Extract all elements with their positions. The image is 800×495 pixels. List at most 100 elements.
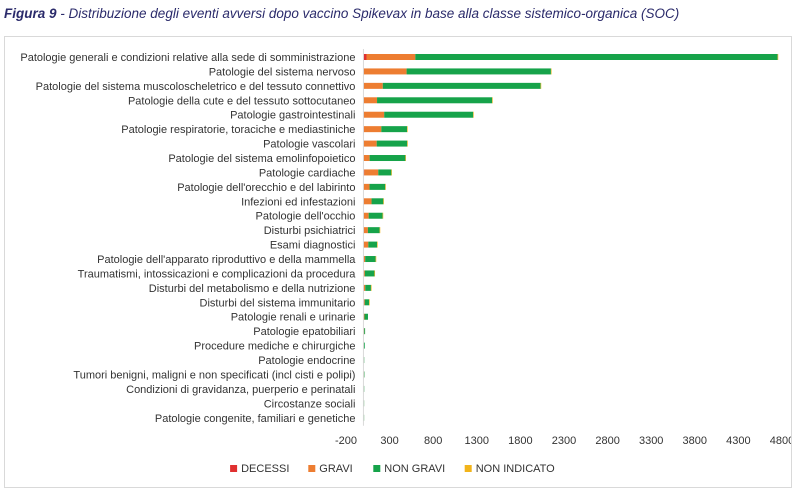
x-tick-label: 300 (380, 435, 398, 447)
figure-title: Figura 9 - Distribuzione degli eventi av… (4, 6, 679, 21)
legend-swatch (230, 465, 238, 472)
legend-swatch (464, 465, 472, 472)
category-label: Tumori benigni, maligni e non specificat… (73, 369, 355, 381)
bar-segment-non-gravi (365, 256, 376, 263)
legend-label: DECESSI (241, 463, 289, 475)
bar-segment-non-indicato (375, 256, 377, 263)
bar-segment-non-gravi (384, 111, 474, 118)
bar-segment-non-gravi (368, 241, 378, 248)
category-label: Disturbi psichiatrici (264, 225, 356, 237)
category-label: Patologie epatobiliari (253, 326, 355, 338)
figure-label: Figura 9 (4, 6, 57, 21)
bar-segment-non-indicato (540, 82, 542, 89)
bar-segment-gravi (363, 299, 365, 306)
x-tick-label: 3800 (683, 435, 707, 447)
bar-segment-gravi (364, 169, 379, 176)
category-label: Patologie del sistema emolinfopoietico (168, 153, 355, 165)
bar-segment-gravi (363, 155, 370, 162)
bar-segment-non-indicato (379, 227, 381, 234)
bar-segment-non-indicato (550, 68, 552, 75)
bar-segment-non-gravi (365, 284, 371, 291)
category-label: Procedure mediche e chirurgiche (194, 341, 355, 353)
legend-label: NON INDICATO (476, 463, 555, 475)
x-tick-label: 2300 (552, 435, 576, 447)
bar-segment-gravi (363, 82, 383, 89)
bar-segment-gravi (366, 54, 416, 60)
x-tick-label: 1300 (465, 435, 489, 447)
legend-swatch (308, 465, 316, 472)
bar-segment-non-gravi (367, 227, 380, 234)
bar-segment-gravi (363, 313, 365, 320)
chart-container: Patologie generali e condizioni relative… (4, 36, 792, 488)
legend-label: NON GRAVI (384, 463, 445, 475)
bar-segment-non-gravi (369, 183, 386, 190)
bar-segment-non-gravi (368, 212, 383, 219)
bar-segment-non-gravi (377, 97, 493, 104)
bar-segment-non-indicato (374, 270, 376, 277)
bar-segment-gravi (363, 198, 372, 205)
bar-segment-non-indicato (473, 111, 474, 118)
bar-segment-non-gravi (371, 198, 384, 205)
bar-segment-non-indicato (370, 284, 372, 291)
category-label: Patologie dell'orecchio e del labirinto (177, 182, 355, 194)
bar-segment-non-gravi (378, 169, 392, 176)
category-label: Patologie cardiache (259, 167, 356, 179)
bar-segment-non-gravi (369, 155, 406, 162)
bar-segment-non-indicato (369, 299, 370, 306)
x-tick-label: 2800 (595, 435, 619, 447)
category-label: Patologie renali e urinarie (231, 312, 356, 324)
x-tick-label: 3300 (639, 435, 663, 447)
category-label: Patologie gastrointestinali (230, 110, 355, 122)
bar-segment-non-indicato (383, 198, 384, 205)
category-label: Patologie della cute e del tessuto sotto… (128, 95, 356, 107)
category-label: Patologie del sistema muscoloscheletrico… (36, 81, 356, 93)
x-tick-label: 800 (424, 435, 442, 447)
category-label: Esami diagnostici (270, 240, 356, 252)
bar-segment-non-gravi (415, 54, 778, 60)
category-label: Patologie vascolari (263, 139, 355, 151)
x-tick-label: -200 (335, 435, 357, 447)
bar-segment-gravi (363, 256, 366, 263)
figure-title-text: Distribuzione degli eventi avversi dopo … (68, 6, 680, 21)
bar-segment-non-gravi (364, 328, 366, 335)
bar-segment-gravi (363, 97, 378, 104)
x-tick-label: 1800 (508, 435, 532, 447)
bar-segment-non-gravi (376, 140, 408, 147)
category-label: Patologie dell'occhio (255, 211, 355, 223)
bar-segment-gravi (363, 241, 369, 248)
category-label: Patologie generali e condizioni relative… (20, 52, 355, 64)
bar-segment-non-indicato (407, 140, 408, 147)
legend-label: GRAVI (319, 463, 352, 475)
legend-swatch (373, 465, 381, 472)
bar-segment-non-gravi (364, 270, 375, 277)
bar-segment-gravi (363, 270, 365, 277)
category-label: Patologie congenite, familiari e genetic… (155, 413, 356, 425)
bar-segment-non-gravi (363, 342, 365, 349)
bar-segment-non-gravi (382, 82, 541, 89)
bar-segment-gravi (363, 126, 382, 133)
category-label: Infezioni ed infestazioni (241, 196, 355, 208)
bar-segment-non-gravi (381, 126, 408, 133)
bar-segment-gravi (363, 284, 366, 291)
bar-segment-non-indicato (377, 241, 378, 248)
bar-segment-gravi (363, 227, 368, 234)
bar-segment-non-indicato (492, 97, 493, 104)
category-label: Traumatismi, intossicazioni e complicazi… (78, 268, 357, 280)
bar-segment-non-gravi (363, 371, 365, 378)
figure-title-separator: - (56, 6, 69, 21)
category-label: Patologie respiratorie, toraciche e medi… (121, 124, 355, 136)
category-label: Disturbi del sistema immunitario (200, 297, 356, 309)
bar-segment-non-indicato (382, 212, 384, 219)
category-label: Patologie del sistema nervoso (209, 66, 356, 78)
bar-segment-non-gravi (364, 299, 370, 306)
bar-segment-gravi (363, 111, 385, 118)
category-label: Patologie endocrine (258, 355, 355, 367)
category-label: Circostanze sociali (264, 398, 356, 410)
bar-segment-gravi (363, 212, 369, 219)
bar-segment-non-indicato (391, 169, 392, 176)
category-label: Disturbi del metabolismo e della nutrizi… (149, 283, 356, 295)
bar-segment-gravi (363, 183, 370, 190)
x-tick-label: 4300 (726, 435, 750, 447)
bar-segment-gravi (363, 68, 407, 75)
stacked-bar-chart: Patologie generali e condizioni relative… (20, 49, 791, 475)
